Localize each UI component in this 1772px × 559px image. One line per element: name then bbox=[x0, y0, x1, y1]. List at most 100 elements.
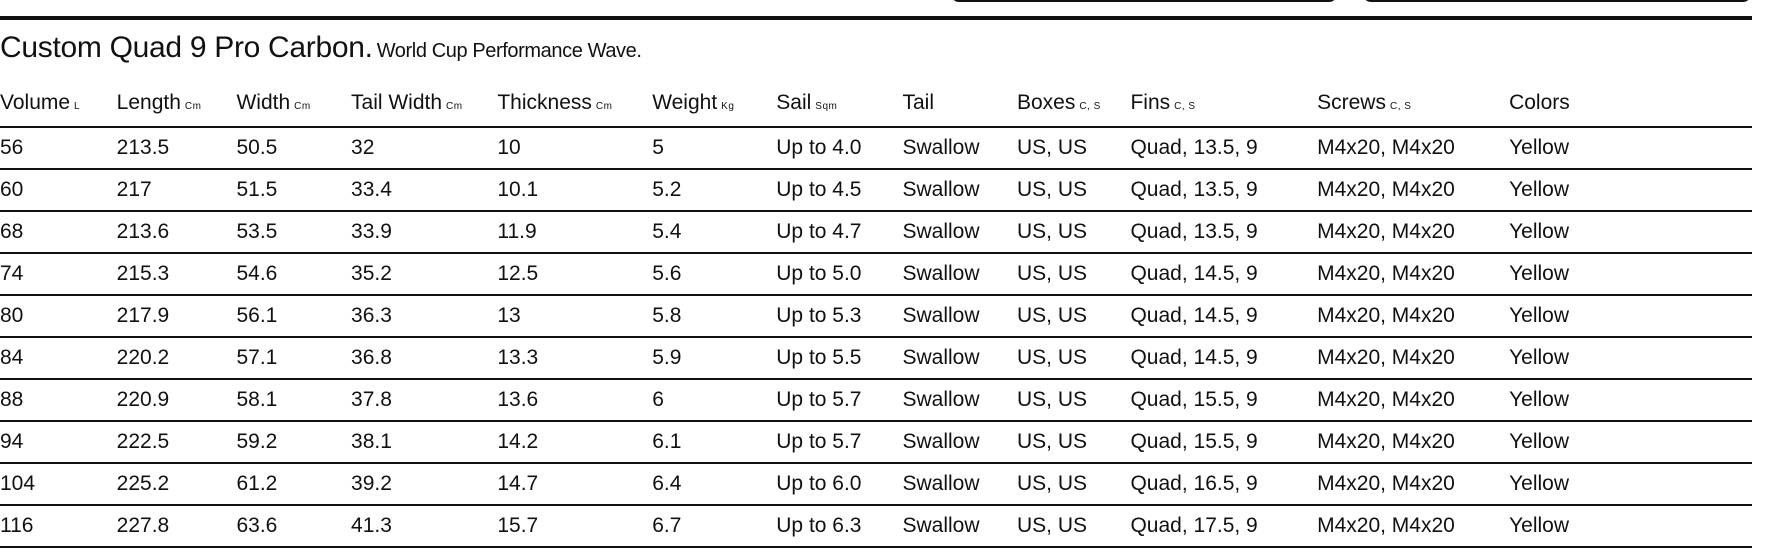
table-cell: Swallow bbox=[902, 337, 1017, 380]
column-header-unit: Cm bbox=[184, 101, 202, 112]
table-cell: US, US bbox=[1017, 127, 1131, 170]
table-cell: 14.7 bbox=[497, 463, 653, 506]
table-cell: US, US bbox=[1017, 211, 1131, 254]
column-header-label: Screws bbox=[1317, 91, 1386, 114]
table-cell: 217 bbox=[116, 169, 237, 212]
table-cell: Up to 4.5 bbox=[776, 169, 903, 212]
table-cell: 13 bbox=[497, 295, 653, 338]
table-row: 88 220.9 58.1 37.8 13.6 6 Up to 5.7 Swallow US, … bbox=[0, 379, 1752, 422]
table-cell: 6.4 bbox=[652, 463, 777, 506]
table-cell: M4x20, M4x20 bbox=[1317, 127, 1510, 170]
column-header-label: Tail Width bbox=[351, 91, 443, 114]
table-cell: 57.1 bbox=[236, 337, 352, 380]
specs-table: Volume L Length Cm Width Cm Tail Width Cm Thickn… bbox=[0, 80, 1752, 548]
table-cell: 13.6 bbox=[497, 379, 653, 422]
column-header-length: Length Cm bbox=[116, 80, 237, 128]
table-cell: M4x20, M4x20 bbox=[1317, 379, 1510, 422]
table-cell: Quad, 14.5, 9 bbox=[1130, 337, 1318, 380]
column-header-weight: Weight Kg bbox=[652, 80, 777, 128]
table-cell: 220.9 bbox=[116, 379, 237, 422]
column-header-width: Width Cm bbox=[236, 80, 352, 128]
table-cell: 84 bbox=[0, 337, 117, 380]
table-cell: 41.3 bbox=[351, 505, 498, 548]
page-title-main: Custom Quad 9 Pro Carbon. bbox=[0, 31, 373, 64]
column-header-label: Boxes bbox=[1017, 91, 1076, 114]
table-cell: Up to 6.0 bbox=[776, 463, 903, 506]
table-cell: 6.1 bbox=[652, 421, 777, 464]
table-cell: Up to 5.0 bbox=[776, 253, 903, 296]
table-cell: Swallow bbox=[902, 463, 1017, 506]
column-header-fins: Fins C, S bbox=[1130, 80, 1318, 128]
column-header-boxes: Boxes C, S bbox=[1017, 80, 1131, 128]
column-header-unit: Cm bbox=[595, 101, 613, 112]
column-header-label: Thickness bbox=[497, 91, 592, 114]
table-cell: 213.5 bbox=[116, 127, 237, 170]
table-cell: 217.9 bbox=[116, 295, 237, 338]
column-header-unit: Sqm bbox=[815, 101, 838, 112]
table-cell: 12.5 bbox=[497, 253, 653, 296]
top-tab-left[interactable] bbox=[951, 0, 1337, 2]
table-cell: 6 bbox=[652, 379, 777, 422]
column-header-colors: Colors bbox=[1509, 80, 1752, 128]
column-header-label: Length bbox=[116, 91, 181, 114]
column-header-unit: C, S bbox=[1174, 101, 1196, 112]
column-header-screws: Screws C, S bbox=[1317, 80, 1510, 128]
table-cell: Up to 5.5 bbox=[776, 337, 903, 380]
table-cell: 60 bbox=[0, 169, 117, 212]
table-cell: M4x20, M4x20 bbox=[1317, 295, 1510, 338]
table-cell: Yellow bbox=[1509, 463, 1752, 506]
table-cell: US, US bbox=[1017, 421, 1131, 464]
table-cell: US, US bbox=[1017, 253, 1131, 296]
table-row: 84 220.2 57.1 36.8 13.3 5.9 Up to 5.5 Swallow US… bbox=[0, 337, 1752, 380]
column-header-label: Colors bbox=[1509, 91, 1570, 114]
table-cell: US, US bbox=[1017, 337, 1131, 380]
page-subtitle: World Cup Performance Wave. bbox=[376, 40, 642, 62]
table-cell: M4x20, M4x20 bbox=[1317, 505, 1510, 548]
table-cell: 6.7 bbox=[652, 505, 777, 548]
table-cell: Yellow bbox=[1509, 127, 1752, 170]
top-tab-right[interactable] bbox=[1363, 0, 1751, 2]
table-cell: 5.8 bbox=[652, 295, 777, 338]
table-cell: Up to 4.7 bbox=[776, 211, 903, 254]
table-cell: 116 bbox=[0, 505, 117, 548]
column-header-sail: Sail Sqm bbox=[776, 80, 903, 128]
table-cell: M4x20, M4x20 bbox=[1317, 211, 1510, 254]
table-cell: M4x20, M4x20 bbox=[1317, 169, 1510, 212]
table-cell: M4x20, M4x20 bbox=[1317, 421, 1510, 464]
table-cell: US, US bbox=[1017, 463, 1131, 506]
table-cell: 36.3 bbox=[351, 295, 498, 338]
table-cell: 222.5 bbox=[116, 421, 237, 464]
table-cell: Quad, 16.5, 9 bbox=[1130, 463, 1318, 506]
table-cell: Quad, 15.5, 9 bbox=[1130, 379, 1318, 422]
table-cell: 5.9 bbox=[652, 337, 777, 380]
column-header-unit: Cm bbox=[294, 101, 311, 112]
table-cell: 56.1 bbox=[236, 295, 352, 338]
column-header-label: Sail bbox=[776, 91, 812, 114]
table-cell: M4x20, M4x20 bbox=[1317, 253, 1510, 296]
table-cell: Quad, 14.5, 9 bbox=[1130, 253, 1318, 296]
table-cell: 14.2 bbox=[497, 421, 653, 464]
table-row: 56 213.5 50.5 32 10 5 Up to 4.0 Swallow US, US Qu… bbox=[0, 127, 1752, 170]
table-cell: 37.8 bbox=[351, 379, 498, 422]
table-cell: 94 bbox=[0, 421, 117, 464]
table-cell: Yellow bbox=[1509, 379, 1752, 422]
table-cell: US, US bbox=[1017, 379, 1131, 422]
column-header-volume: Volume L bbox=[0, 80, 117, 128]
table-cell: 68 bbox=[0, 211, 117, 254]
table-cell: 220.2 bbox=[116, 337, 237, 380]
table-cell: 80 bbox=[0, 295, 117, 338]
column-header-unit: Kg bbox=[721, 101, 735, 112]
table-cell: 33.9 bbox=[351, 211, 498, 254]
table-cell: 213.6 bbox=[116, 211, 237, 254]
table-cell: Up to 5.7 bbox=[776, 421, 903, 464]
table-cell: Quad, 15.5, 9 bbox=[1130, 421, 1318, 464]
table-cell: 215.3 bbox=[116, 253, 237, 296]
table-row: 68 213.6 53.5 33.9 11.9 5.4 Up to 4.7 Swallow US… bbox=[0, 211, 1752, 254]
column-header-unit: L bbox=[74, 101, 81, 112]
table-row: 60 217 51.5 33.4 10.1 5.2 Up to 4.5 Swallow US, … bbox=[0, 169, 1752, 212]
column-header-label: Volume bbox=[0, 91, 71, 114]
table-cell: Swallow bbox=[902, 253, 1017, 296]
table-row: 94 222.5 59.2 38.1 14.2 6.1 Up to 5.7 Swallow US… bbox=[0, 421, 1752, 464]
column-header-unit: Cm bbox=[446, 101, 463, 112]
table-cell: 59.2 bbox=[236, 421, 352, 464]
